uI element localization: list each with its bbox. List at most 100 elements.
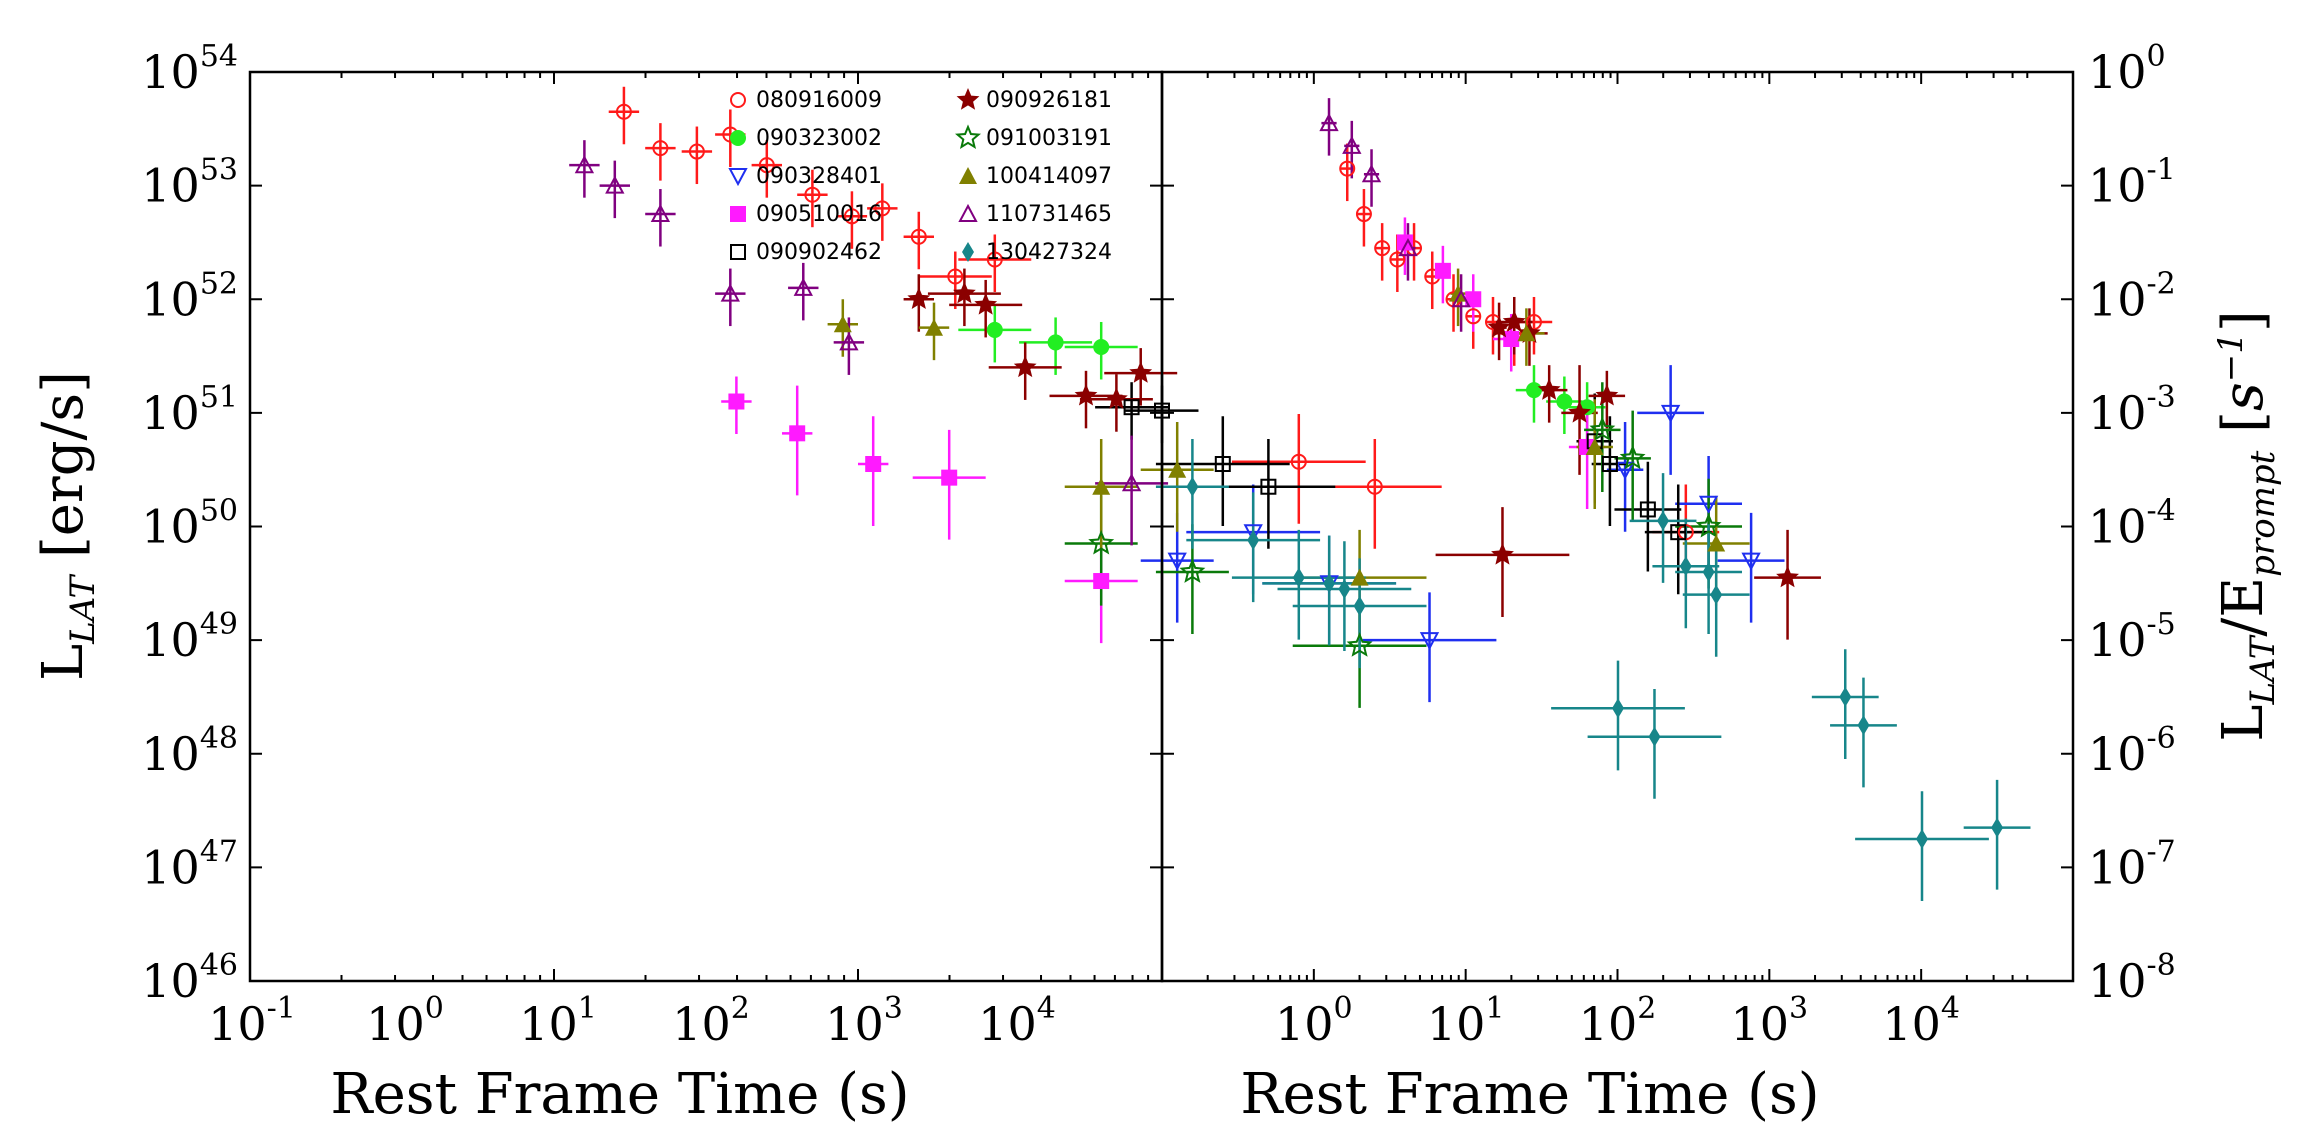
x-tick-label-left: 104 [978,991,1056,1051]
y-tick-label-left: 1053 [141,153,238,213]
legend-label-091003191: 091003191 [986,126,1112,151]
point-090323002 [1556,393,1573,410]
point-080916009 [758,157,775,174]
point-080916009 [986,251,1003,268]
point-110731465 [650,203,671,222]
point-090328401 [1615,461,1635,480]
x-tick-label-right: 100 [1275,991,1353,1051]
point-110731465 [1121,473,1142,492]
left-panel [248,70,1989,983]
y-tick-label-left: 1049 [141,607,238,667]
x-tick-label-right: 104 [1882,991,1960,1051]
y-tick-label-left: 1047 [141,834,238,894]
ylabel-right-base: L [2211,705,2276,742]
point-091003191 [1619,444,1646,470]
point-090926181 [1502,310,1526,332]
legend-marker-090328401 [728,168,748,187]
point-090926181 [1129,361,1153,383]
point-090926181 [974,292,998,315]
point-090926181 [1074,383,1098,406]
point-090323002 [1093,338,1110,355]
legend-marker-090323002 [730,130,746,146]
ylabel-left-base: L [31,644,96,681]
x-tick-label-left: 101 [519,991,597,1051]
point-080916009 [804,186,821,203]
y-axis-title-left: LLAT [erg/s] [31,371,103,681]
point-090902462 [1670,524,1687,541]
point-090926181 [1105,387,1128,409]
legend-label-110731465: 110731465 [986,202,1112,227]
point-090510016 [1093,573,1110,590]
point-090926181 [953,281,976,304]
y-tick-label-right: 10-6 [2088,721,2176,781]
point-090328401 [1698,495,1719,514]
legend-label-130427324: 130427324 [986,240,1112,265]
point-130427324 [1247,530,1260,551]
legend-marker-100414097 [959,167,977,184]
point-090323002 [1525,382,1542,399]
point-130427324 [1857,715,1870,736]
point-110731465 [1451,289,1471,308]
legend-label-100414097: 100414097 [986,164,1112,189]
point-080916009 [652,140,669,157]
legend-label-090926181: 090926181 [986,88,1112,113]
point-090323002 [986,321,1003,338]
point-130427324 [1916,829,1928,849]
point-090902462 [1123,399,1140,416]
point-080916009 [1290,453,1307,470]
point-090926181 [1013,355,1037,378]
point-090926181 [1537,378,1561,400]
point-091003191 [1589,416,1616,441]
point-080916009 [947,268,964,285]
point-080916009 [1465,308,1482,325]
point-130427324 [1186,476,1199,497]
point-110731465 [1361,164,1382,183]
point-091003191 [1346,632,1373,657]
point-090510016 [1434,262,1451,279]
legend-label-090510016: 090510016 [756,202,882,227]
point-090902462 [1260,478,1277,495]
point-080916009 [910,228,927,245]
point-130427324 [1657,510,1669,531]
right-panel [1160,70,2075,983]
right-ticks [1161,71,2073,982]
point-130427324 [1323,573,1336,594]
ylabel-right-mid: /E [2211,577,2276,637]
legend-marker-090926181 [956,88,980,110]
point-091003191 [1179,558,1206,583]
point-080916009 [874,200,891,217]
point-130427324 [1338,579,1351,599]
ylabel-left-unit: [erg/s] [31,371,96,576]
ylabel-left-sub: LAT [63,574,103,645]
point-130427324 [1679,556,1692,577]
x-tick-label-left: 102 [672,991,750,1051]
point-130427324 [1991,817,2004,838]
x-tick-label-left: 100 [366,991,444,1051]
point-110731465 [1342,135,1362,154]
point-090902462 [1214,456,1231,473]
y-tick-label-left: 1046 [141,948,238,1008]
ylabel-right-unit-exp: −1 [2211,332,2251,382]
y-tick-label-left: 1048 [141,721,238,781]
point-110731465 [1319,112,1339,132]
point-130427324 [1612,698,1624,719]
y-tick-label-right: 10-3 [2088,380,2176,440]
point-100414097 [1517,324,1536,342]
point-100414097 [1585,438,1604,455]
point-091003191 [1088,529,1115,555]
point-080916009 [1389,251,1406,268]
point-090328401 [1660,404,1681,424]
point-130427324 [1702,562,1715,582]
x-axis-title-left: Rest Frame Time (s) [330,1062,909,1127]
y-tick-label-left: 1054 [141,39,238,99]
y-tick-label-left: 1052 [141,266,238,326]
point-110731465 [793,277,813,296]
point-090328401 [1741,552,1761,571]
point-080916009 [1339,160,1356,177]
point-110731465 [839,332,859,351]
y-axis-title-right: LLAT/Eprompt [s−1] [2211,310,2283,741]
left-ticks [249,71,1163,982]
point-100414097 [1168,460,1187,478]
